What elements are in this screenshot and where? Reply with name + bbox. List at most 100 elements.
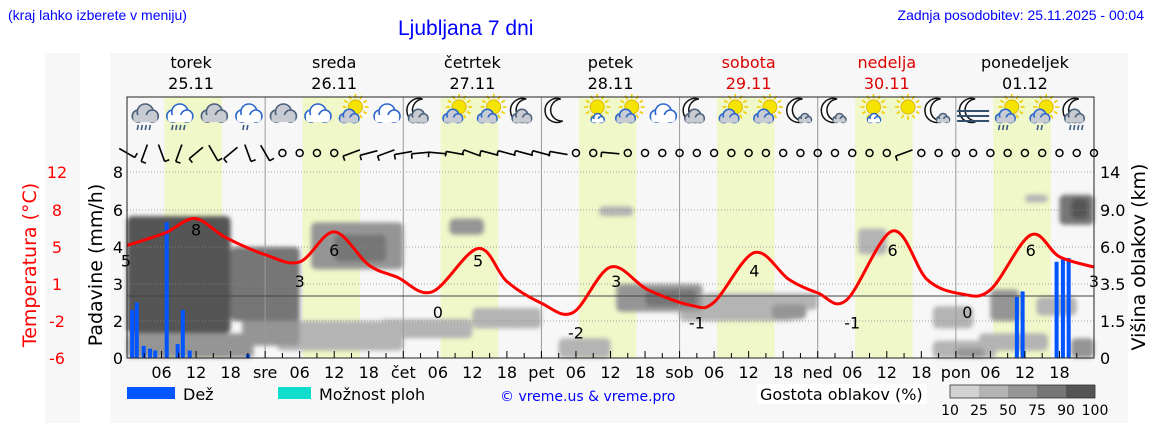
- rain-drop: [1040, 124, 1043, 131]
- daylight-band: [578, 97, 637, 358]
- sun-ray: [861, 99, 867, 104]
- cloud-base: [996, 117, 1015, 123]
- x-tick-label: ned: [803, 363, 833, 382]
- cloud-base: [236, 115, 261, 122]
- cloud-base: [409, 117, 428, 123]
- wind-calm-icon: [1037, 148, 1047, 158]
- wind-barb-icon: [461, 149, 482, 157]
- cloud-shape: [649, 103, 678, 123]
- x-tick-label: 18: [1049, 363, 1069, 382]
- temperature-tick-label: 12: [47, 163, 67, 182]
- cloud-base: [305, 115, 330, 122]
- day-date: 01.12: [1002, 74, 1048, 93]
- wind-barb-shaft: [342, 149, 361, 157]
- rain-drop: [997, 124, 1001, 131]
- weather-icon-moon-small-cloud: [820, 97, 847, 124]
- wind-barb-shaft: [259, 144, 271, 162]
- temperature-label: 3: [295, 272, 305, 291]
- cloud-base: [616, 117, 635, 123]
- temperature-label: 6: [887, 241, 897, 260]
- sun-ray: [604, 110, 609, 115]
- wind-calm-icon: [934, 148, 943, 158]
- cloud-base: [1030, 117, 1049, 123]
- wind-barb-shaft: [446, 150, 465, 156]
- weather-icon-sun-cloud: [614, 94, 645, 124]
- wind-calm-icon: [813, 148, 822, 158]
- wind-barb-shaft: [497, 149, 516, 157]
- cloud-base: [340, 117, 359, 123]
- wind-barb-icon: [496, 149, 516, 157]
- wind-barb-shaft: [601, 151, 620, 155]
- rain-legend-swatch: [127, 387, 175, 399]
- sun-ray: [604, 99, 609, 104]
- sun-ray: [880, 110, 886, 115]
- last-updated: Zadnja posodobitev: 25.11.2025 - 00:04: [897, 7, 1144, 23]
- wind-barb-shaft: [244, 144, 252, 162]
- cloud-layer: [380, 319, 473, 339]
- x-tick-label: 18: [773, 363, 793, 382]
- x-tick-label: 12: [600, 363, 620, 382]
- weather-icon-cloud: [269, 103, 298, 123]
- cloud-shape: [269, 103, 298, 123]
- sun-ray: [639, 99, 644, 104]
- density-swatch: [1066, 385, 1095, 398]
- temperature-label: 0: [433, 303, 443, 322]
- weather-icon-sun-small-cloud: [860, 94, 887, 124]
- temperature-label: 6: [1026, 241, 1036, 260]
- rain-drop: [136, 124, 140, 131]
- wind-barb-icon: [444, 150, 465, 157]
- day-name: torek: [170, 53, 212, 72]
- x-tick-label: pet: [528, 363, 554, 382]
- sun-ray: [635, 114, 639, 119]
- density-level-label: 75: [1028, 403, 1046, 419]
- wind-calm-icon: [882, 148, 892, 158]
- precipitation-bar: [1066, 258, 1071, 358]
- wind-barb-feather: [342, 155, 346, 162]
- weather-icon-sun-cloud: [442, 94, 473, 124]
- cloud-shape: [935, 112, 951, 124]
- wind-barb-icon: [359, 149, 378, 161]
- wind-calm-icon: [1020, 148, 1030, 158]
- cloud-height-tick-label: 6.0: [1100, 238, 1125, 257]
- wind-calm-icon: [329, 148, 339, 158]
- wind-barb-feather: [164, 158, 170, 163]
- sun-ray: [742, 99, 748, 104]
- wind-barb-icon: [478, 149, 499, 157]
- x-tick-label: sob: [665, 363, 693, 382]
- cloud-shape: [718, 108, 740, 124]
- x-tick-label: 06: [842, 363, 862, 382]
- precipitation-bar: [1014, 296, 1019, 358]
- wind-barb-feather: [134, 152, 138, 158]
- cloud-layer: [932, 306, 974, 329]
- wind-barb-icon: [427, 151, 447, 158]
- rain-drop: [183, 124, 186, 131]
- wind-barb-icon: [513, 149, 534, 157]
- sun-ray: [1034, 99, 1039, 104]
- sun-ray: [481, 99, 487, 104]
- weather-icon-moon-cloud-rain: [1062, 97, 1086, 131]
- x-tick-label: 06: [289, 363, 309, 382]
- rain-drop: [246, 124, 249, 131]
- x-tick-label: 12: [324, 363, 344, 382]
- precipitation-bar: [134, 302, 139, 358]
- cloud-shape: [797, 112, 813, 124]
- wind-calm-icon: [571, 148, 581, 158]
- sun-ray: [915, 110, 920, 115]
- location-hint: (kraj lahko izberete v meniju): [8, 7, 187, 23]
- cloud-base: [202, 115, 227, 122]
- rain-drop: [1076, 124, 1080, 131]
- wind-barb-icon: [530, 149, 551, 157]
- cloud-layer: [771, 304, 807, 320]
- day-date: 25.11: [168, 74, 214, 93]
- sun-ray: [1053, 110, 1058, 115]
- wind-calm-icon: [986, 148, 995, 158]
- wind-barb-feather: [250, 158, 256, 163]
- sun-ray: [739, 114, 743, 119]
- sun-ray: [1015, 114, 1019, 119]
- copyright-link: © vreme.us & vreme.pro: [500, 389, 675, 405]
- weather-icon-sun-cloud-rain: [994, 94, 1025, 131]
- wind-calm-icon: [917, 148, 926, 158]
- cloud-layer: [472, 308, 542, 329]
- temperature-label: -2: [568, 324, 584, 343]
- wind-barb-icon: [894, 149, 913, 162]
